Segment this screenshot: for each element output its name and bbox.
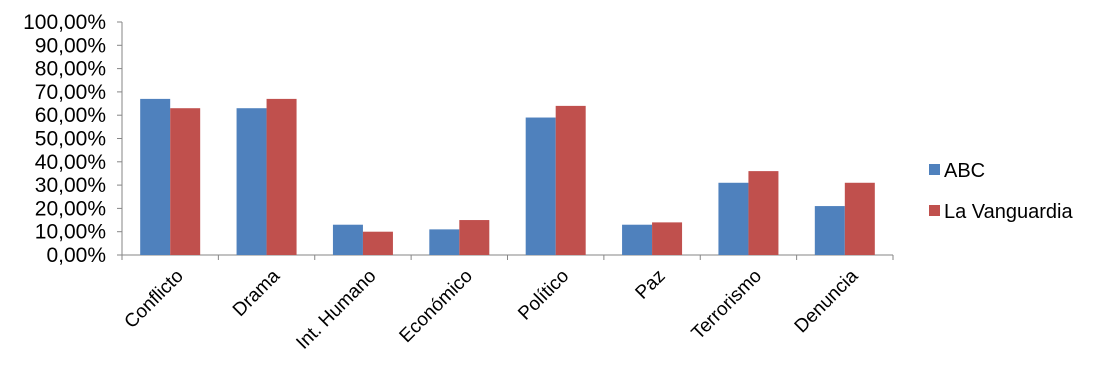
bar-abc-0 — [140, 98, 171, 255]
y-tick-label: 100,00% — [23, 11, 106, 34]
legend-swatch — [929, 205, 940, 216]
category-label: Conflicto — [121, 266, 188, 333]
bar-la-vanguardia-5 — [652, 222, 683, 255]
category-label: Int. Humano — [292, 266, 380, 354]
category-label: Económico — [396, 266, 477, 347]
y-tick-label: 30,00% — [35, 174, 106, 197]
category-label: Drama — [229, 265, 284, 320]
bars — [140, 98, 875, 256]
category-labels: Conflicto Drama Int. Humano Económico Políti… — [121, 265, 863, 353]
category-label: Terrorismo — [688, 266, 766, 344]
y-tick-label: 10,00% — [35, 221, 106, 244]
bar-abc-1 — [236, 108, 267, 256]
y-tick-label: 40,00% — [35, 151, 106, 174]
y-tick-label: 60,00% — [35, 104, 106, 127]
bar-la-vanguardia-3 — [459, 220, 490, 255]
bar-la-vanguardia-1 — [266, 98, 297, 255]
bar-la-vanguardia-6 — [748, 171, 779, 255]
y-tick-label: 80,00% — [35, 58, 106, 81]
x-axis — [121, 254, 894, 260]
bar-abc-2 — [332, 224, 363, 255]
bar-la-vanguardia-0 — [170, 108, 201, 256]
y-tick-label: 70,00% — [35, 81, 106, 104]
y-tick-label: 50,00% — [35, 128, 106, 151]
y-tick-label: 20,00% — [35, 197, 106, 220]
bar-la-vanguardia-7 — [844, 182, 875, 255]
bar-la-vanguardia-4 — [555, 105, 586, 255]
legend-swatch — [929, 164, 940, 175]
y-tick-label: 90,00% — [35, 34, 106, 57]
y-axis: 0,00%10,00%20,00%30,00%40,00%50,00%60,00… — [23, 11, 123, 267]
bar-abc-5 — [622, 224, 653, 255]
bar-abc-4 — [525, 117, 556, 255]
legend-label: La Vanguardia — [944, 201, 1074, 223]
bar-la-vanguardia-2 — [362, 231, 393, 255]
bar-abc-7 — [814, 206, 845, 255]
legend: ABC La Vanguardia — [929, 160, 1074, 223]
legend-label: ABC — [944, 160, 985, 182]
category-label: Político — [514, 266, 573, 325]
bar-abc-6 — [718, 182, 749, 255]
bar-abc-3 — [429, 229, 460, 255]
category-label: Paz — [632, 266, 670, 304]
y-tick-label: 0,00% — [46, 244, 106, 267]
category-label: Denuncia — [791, 265, 863, 337]
